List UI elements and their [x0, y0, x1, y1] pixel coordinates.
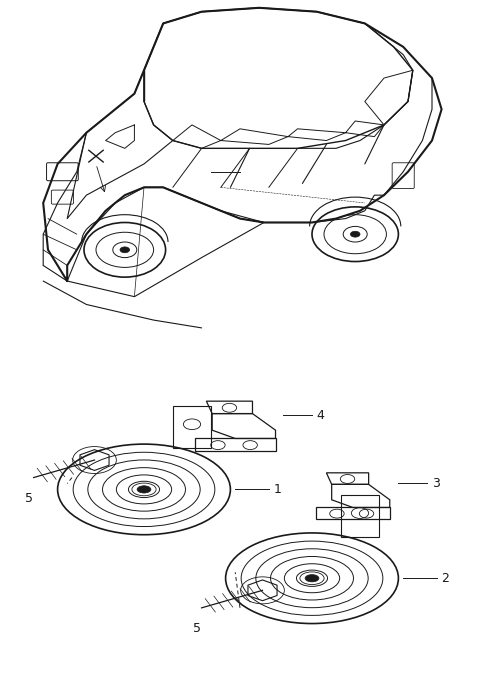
Text: 3: 3 [432, 477, 440, 490]
Ellipse shape [137, 486, 151, 493]
Text: 1: 1 [274, 483, 281, 496]
Ellipse shape [120, 247, 130, 253]
Text: 5: 5 [193, 622, 201, 635]
Text: 2: 2 [442, 572, 449, 585]
Ellipse shape [350, 232, 360, 237]
Text: 4: 4 [317, 409, 324, 422]
Ellipse shape [305, 575, 319, 582]
Text: 5: 5 [25, 492, 33, 505]
